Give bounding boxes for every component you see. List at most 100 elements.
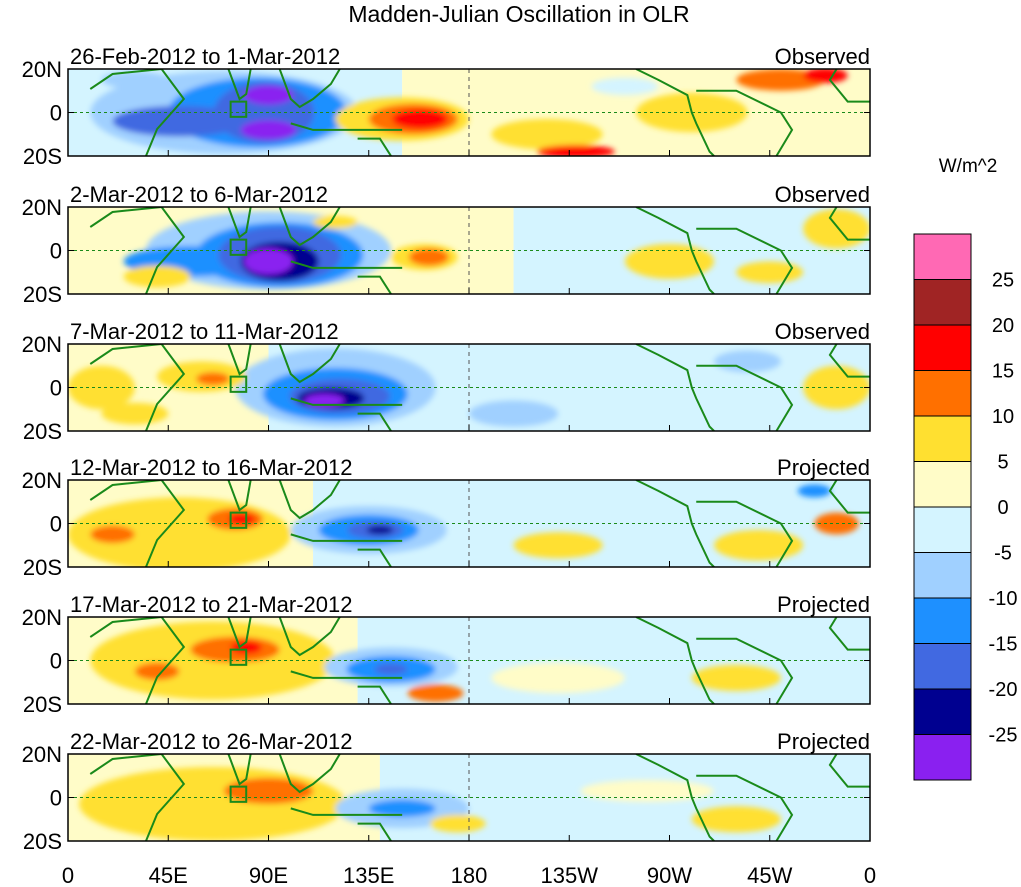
x-tick-label: 45W [747,863,792,887]
reference-box [229,375,248,393]
olr-anomaly-contour [513,532,603,559]
reference-box [229,100,248,118]
olr-anomaly-contour [736,69,826,91]
x-tick-label: 0 [864,863,876,887]
y-tick-label: 20N [22,468,62,493]
panel-date-range: 7-Mar-2012 to 11-Mar-2012 [70,319,339,344]
colorbar-swatch [913,506,972,553]
colorbar-swatch [913,370,972,417]
olr-anomaly-contour [90,801,180,828]
olr-anomaly-contour [491,662,625,694]
colorbar-label: -20 [989,679,1018,701]
x-tick-label: 180 [451,863,488,887]
chart-title: Madden-Julian Oscillation in OLR [348,1,689,27]
panel-status: Observed [775,182,870,207]
panel-status: Observed [775,319,870,344]
olr-anomaly-contour [624,243,715,279]
olr-anomaly-contour [803,69,848,84]
map-panel-6: 22-Mar-2012 to 26-Mar-2012 Projected 20N 0 2… [22,729,871,854]
reference-box [229,785,248,803]
olr-anomaly-contour [714,350,781,373]
reference-box [229,238,248,256]
coastlines [89,344,870,431]
panel-date-range: 26-Feb-2012 to 1-Mar-2012 [70,44,340,69]
coastlines [89,480,870,567]
y-tick-label: 20S [23,282,62,307]
colorbar-swatch [913,233,972,280]
olr-anomaly-contour [240,120,297,140]
colorbar-label: 25 [992,270,1014,292]
y-tick-label: 20N [22,57,62,82]
olr-anomaly-contour [313,215,358,229]
olr-anomaly-contour [101,71,169,89]
x-tick-label: 135W [541,863,599,887]
coastlines [89,617,870,704]
map-panel-5: 17-Mar-2012 to 21-Mar-2012 Projected 20N 0 2… [22,592,871,717]
olr-anomaly-contour [101,402,169,425]
panel-date-range: 22-Mar-2012 to 26-Mar-2012 [70,729,352,754]
olr-anomaly-contour [736,261,804,284]
colorbar-swatch [913,461,972,508]
colorbar-label: 0 [997,497,1008,519]
y-tick-label: 20S [23,829,62,854]
panel-status: Projected [777,455,870,480]
map-panel-2: 2-Mar-2012 to 6-Mar-2012 Observed 20N 0 20S [22,182,871,307]
colorbar-swatch [913,324,972,371]
olr-anomaly-contour [196,372,230,386]
colorbar-swatch [913,643,972,690]
olr-anomaly-contour [90,525,135,544]
colorbar-label: 10 [992,406,1014,428]
olr-anomaly-contour [691,806,781,833]
olr-anomaly-contour [591,77,659,96]
y-tick-label: 20S [23,419,62,444]
olr-anomaly-contour [366,525,394,535]
y-tick-label: 0 [50,512,62,537]
olr-anomaly-contour [491,119,603,150]
colorbar-label: 5 [997,452,1008,474]
coastlines [89,69,870,156]
panel-date-range: 17-Mar-2012 to 21-Mar-2012 [70,592,352,617]
panel-status: Observed [775,44,870,69]
olr-anomaly-contour [714,530,804,561]
x-tick-label: 90E [249,863,288,887]
y-tick-label: 0 [50,376,62,401]
map-panel-4: 12-Mar-2012 to 16-Mar-2012 Projected 20N 0 2… [22,455,871,580]
olr-anomaly-contour [304,394,345,408]
coastlines [89,207,870,294]
olr-anomaly-contour [407,684,464,702]
y-tick-label: 20S [23,144,62,169]
colorbar-label: 15 [992,361,1014,383]
olr-anomaly-contour [408,248,449,266]
colorbar-swatch [913,734,972,781]
y-tick-label: 0 [50,786,62,811]
olr-anomaly-contour [469,400,559,427]
y-tick-label: 0 [50,239,62,264]
map-panel-1: 26-Feb-2012 to 1-Mar-2012 Observed 20N 0 20S [22,44,871,169]
panel-status: Projected [777,729,870,754]
olr-anomaly-contour [368,799,436,818]
colorbar-swatch [913,415,972,462]
colorbar-swatch [913,552,972,599]
panel-date-range: 2-Mar-2012 to 6-Mar-2012 [70,182,328,207]
colorbar-swatch [913,597,972,644]
olr-anomaly-contour [243,248,294,275]
panel-date-range: 12-Mar-2012 to 16-Mar-2012 [70,455,352,480]
olr-anomaly-contour [68,365,135,410]
reference-box [229,648,248,666]
olr-anomaly-contour [536,145,615,156]
y-tick-label: 0 [50,649,62,674]
coastlines [89,754,870,841]
colorbar-label: -10 [989,588,1018,610]
colorbar-label: -5 [994,543,1012,565]
olr-anomaly-contour [803,209,870,249]
olr-anomaly-contour [112,105,247,137]
colorbar-label: -15 [989,634,1018,656]
olr-anomaly-contour [228,513,256,525]
reference-box [229,511,248,529]
y-tick-label: 20N [22,195,62,220]
x-tick-label: 0 [62,863,74,887]
y-tick-label: 20S [23,555,62,580]
olr-anomaly-contour [797,484,832,498]
